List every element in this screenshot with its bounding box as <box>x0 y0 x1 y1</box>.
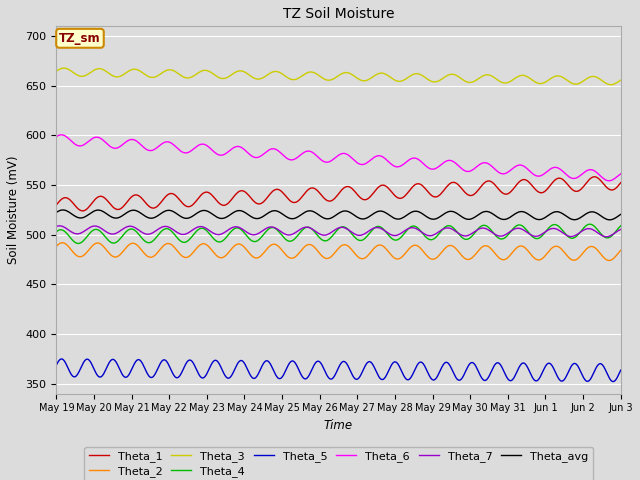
Theta_4 <box>605 235 613 240</box>
Theta_7 <box>516 226 524 231</box>
Theta_6 <box>390 163 397 168</box>
Theta_2 <box>605 258 613 264</box>
Theta_6 <box>57 132 65 138</box>
Theta_7 <box>359 232 367 238</box>
Theta_avg <box>516 209 524 215</box>
Theta_5 <box>322 370 330 375</box>
Y-axis label: Soil Moisture (mV): Soil Moisture (mV) <box>7 156 20 264</box>
Theta_4 <box>516 222 524 228</box>
Theta_1 <box>359 196 367 202</box>
Theta_7 <box>617 227 625 232</box>
Theta_6 <box>604 178 612 184</box>
Theta_1 <box>322 197 330 203</box>
Theta_3 <box>607 82 614 87</box>
Theta_2 <box>617 247 625 253</box>
Theta_7 <box>390 233 397 239</box>
Theta_avg <box>605 217 613 223</box>
Theta_2 <box>325 255 333 261</box>
Theta_3 <box>322 77 330 83</box>
Theta_4 <box>74 240 82 246</box>
Theta_1 <box>79 208 86 214</box>
Theta_1 <box>390 191 397 197</box>
Theta_6 <box>617 171 625 177</box>
Legend: Theta_1, Theta_2, Theta_3, Theta_4, Theta_5, Theta_6, Theta_7, Theta_avg: Theta_1, Theta_2, Theta_3, Theta_4, Thet… <box>84 447 593 480</box>
Theta_5 <box>604 373 612 379</box>
Theta_6 <box>605 178 613 184</box>
Theta_2 <box>390 254 397 260</box>
Theta_avg <box>604 217 612 223</box>
Theta_2 <box>359 256 367 262</box>
Theta_2 <box>52 243 60 249</box>
Theta_2 <box>58 240 66 246</box>
Theta_4 <box>586 221 594 227</box>
Theta_1 <box>591 174 598 180</box>
Theta_6 <box>52 134 60 140</box>
Theta_5 <box>325 375 333 381</box>
Theta_1 <box>516 178 524 184</box>
Theta_4 <box>390 237 397 242</box>
Theta_4 <box>325 237 333 242</box>
Line: Theta_4: Theta_4 <box>56 224 621 243</box>
Theta_1 <box>605 187 613 192</box>
Theta_avg <box>390 215 397 221</box>
Theta_2 <box>516 243 524 249</box>
Theta_3 <box>60 65 68 71</box>
Theta_7 <box>322 232 330 238</box>
Theta_7 <box>56 223 63 229</box>
Theta_5 <box>516 363 524 369</box>
Theta_4 <box>322 238 330 244</box>
Theta_1 <box>52 202 60 208</box>
Line: Theta_5: Theta_5 <box>56 359 621 382</box>
Theta_avg <box>52 209 60 215</box>
Theta_6 <box>359 162 367 168</box>
Theta_6 <box>322 159 330 165</box>
Theta_7 <box>52 224 60 229</box>
Theta_avg <box>60 207 67 213</box>
Theta_3 <box>617 77 625 83</box>
Theta_3 <box>325 77 333 83</box>
Text: TZ_sm: TZ_sm <box>59 32 100 45</box>
Theta_2 <box>322 255 330 261</box>
Theta_avg <box>617 212 625 217</box>
Theta_avg <box>325 216 333 222</box>
Theta_7 <box>605 233 613 239</box>
Theta_5 <box>359 368 367 373</box>
Line: Theta_1: Theta_1 <box>56 177 621 211</box>
Line: Theta_avg: Theta_avg <box>56 210 621 220</box>
Theta_5 <box>609 379 617 384</box>
Line: Theta_7: Theta_7 <box>56 226 621 237</box>
Theta_7 <box>602 234 610 240</box>
Theta_4 <box>359 237 367 243</box>
Theta_3 <box>390 76 397 82</box>
Line: Theta_2: Theta_2 <box>56 243 621 261</box>
Theta_5 <box>52 362 60 368</box>
Theta_3 <box>604 82 612 87</box>
Theta_1 <box>617 180 625 186</box>
Theta_7 <box>325 231 333 237</box>
Theta_4 <box>617 223 625 228</box>
Theta_5 <box>390 360 397 365</box>
Theta_4 <box>52 229 60 235</box>
Line: Theta_6: Theta_6 <box>56 135 621 181</box>
Theta_1 <box>325 198 333 204</box>
Theta_avg <box>322 216 330 221</box>
Theta_3 <box>359 78 367 84</box>
Theta_2 <box>604 258 612 264</box>
X-axis label: Time: Time <box>324 419 353 432</box>
Theta_6 <box>325 159 333 165</box>
Theta_5 <box>617 367 625 373</box>
Line: Theta_3: Theta_3 <box>56 68 621 84</box>
Theta_avg <box>359 216 367 222</box>
Theta_3 <box>52 68 60 74</box>
Theta_5 <box>58 356 66 362</box>
Title: TZ Soil Moisture: TZ Soil Moisture <box>283 7 394 21</box>
Theta_6 <box>516 162 524 168</box>
Theta_3 <box>516 73 524 79</box>
